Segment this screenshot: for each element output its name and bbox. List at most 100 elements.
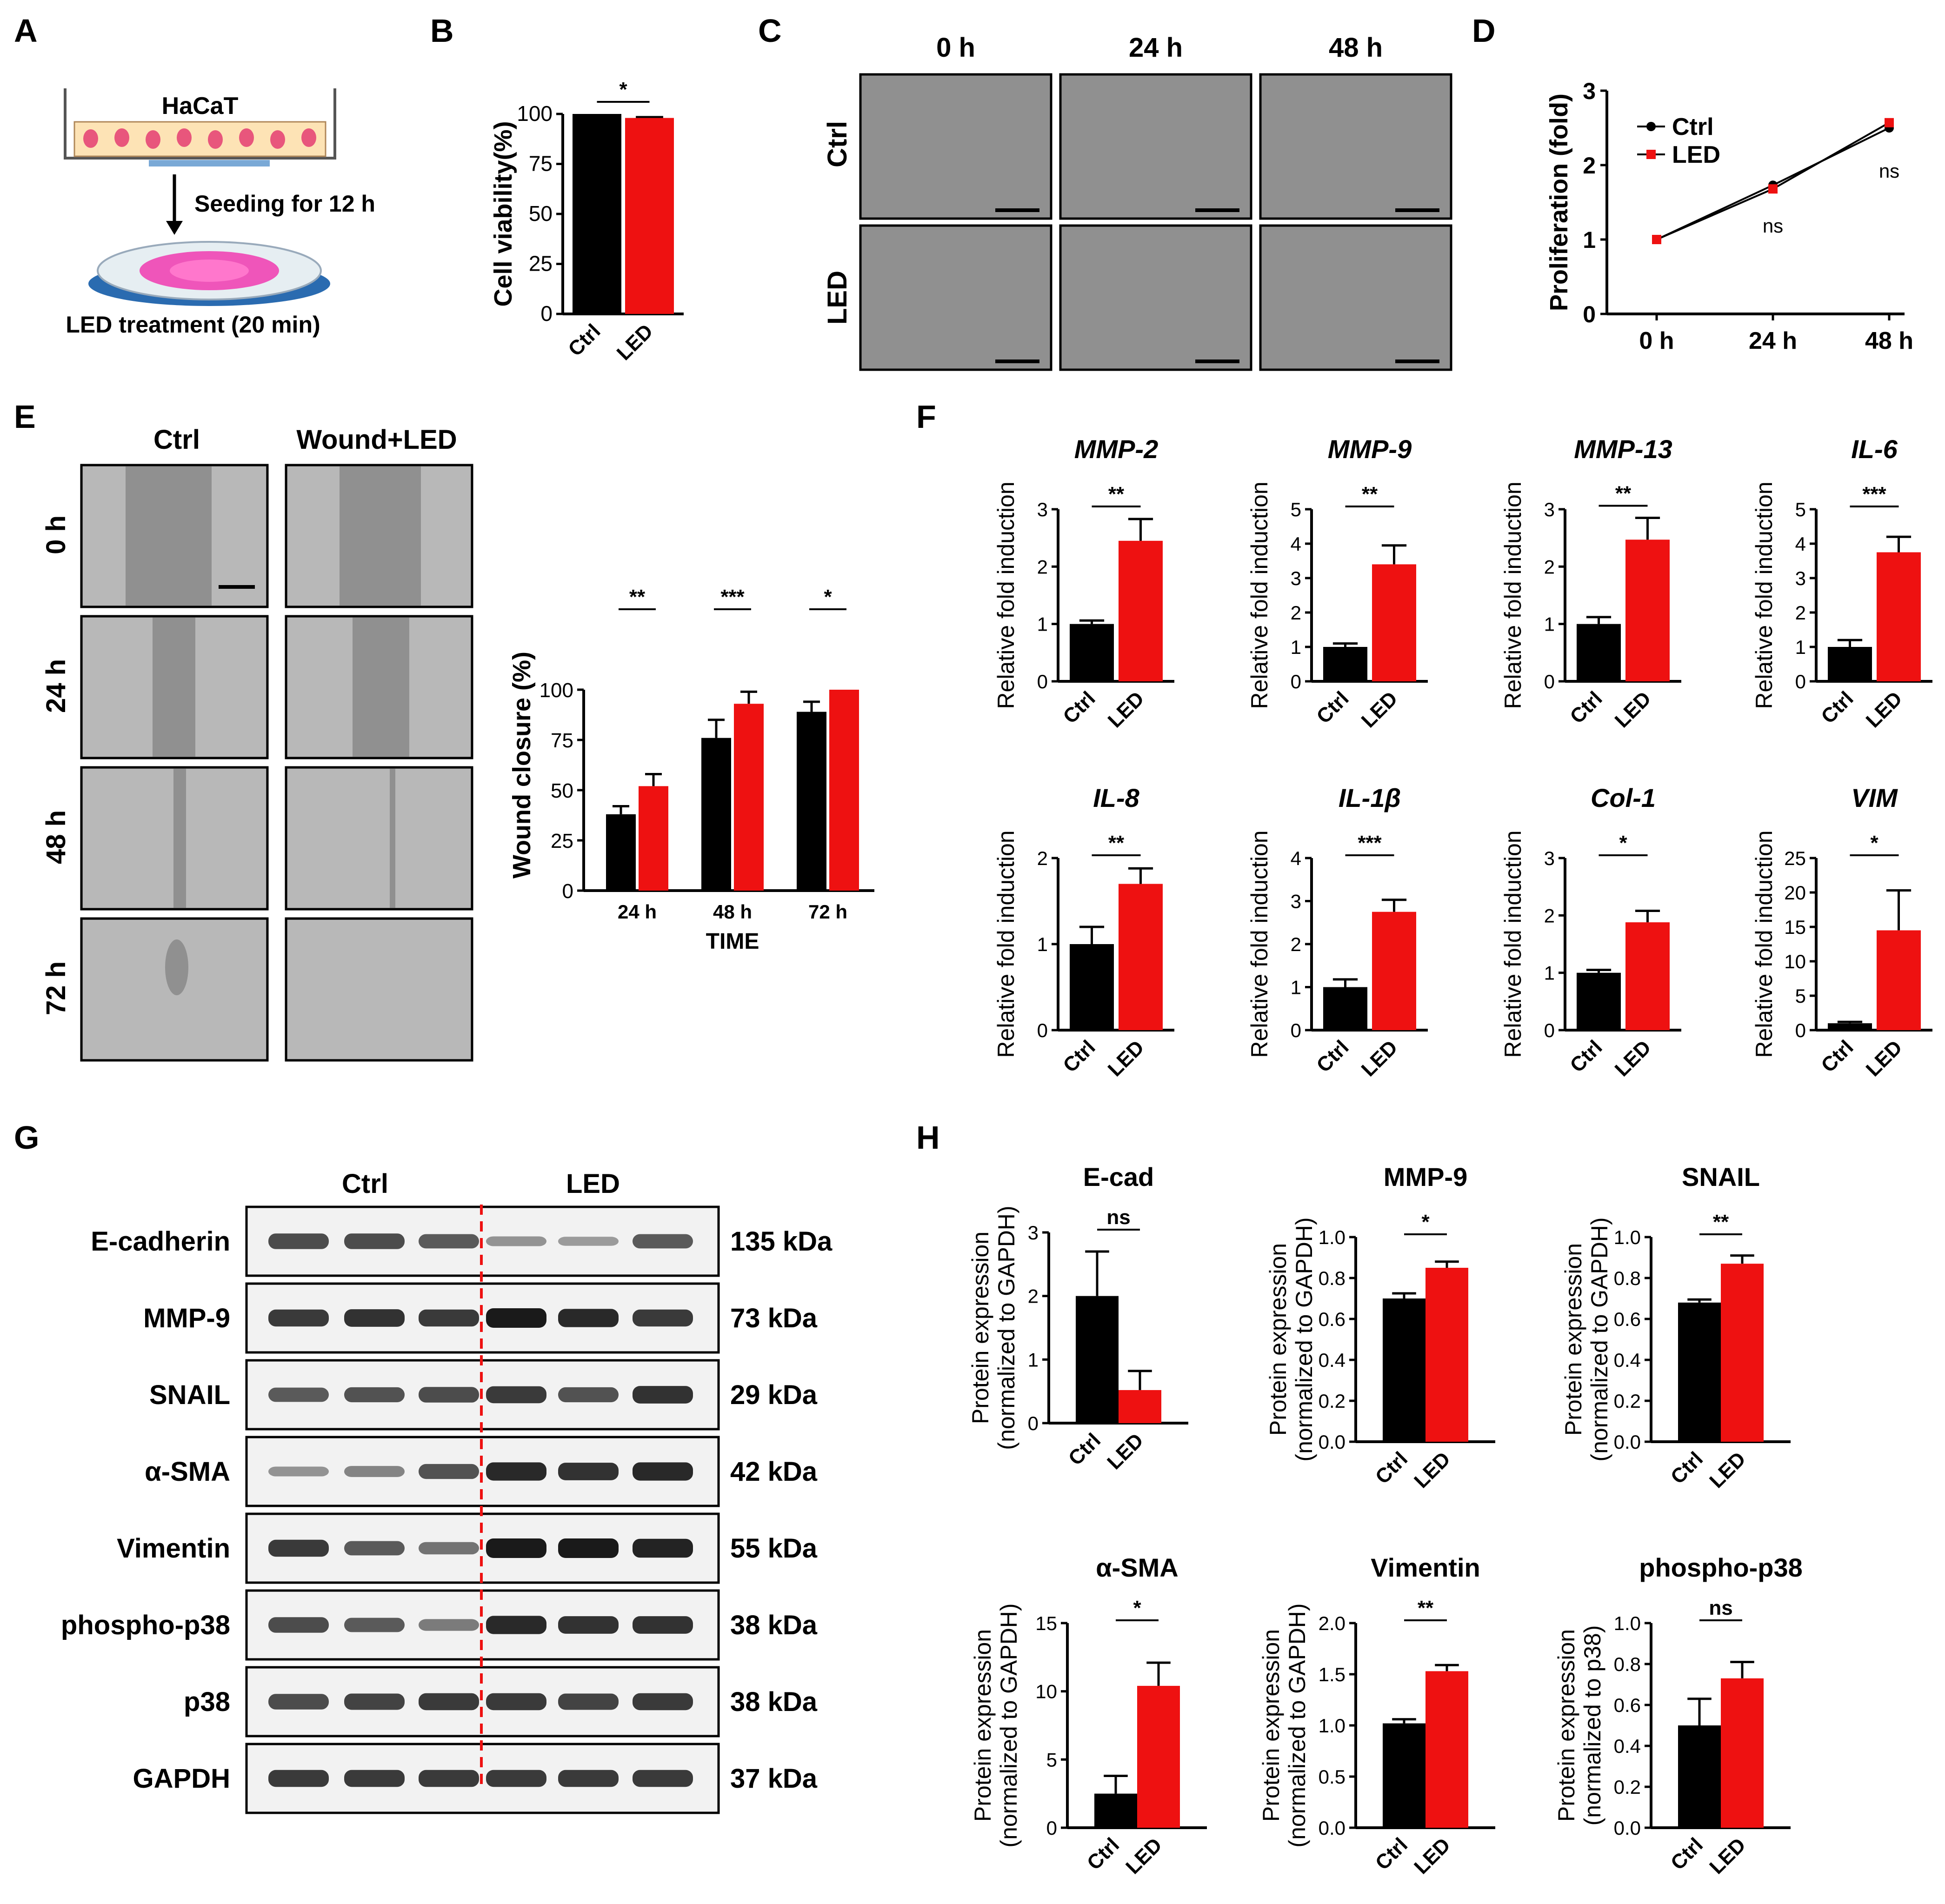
y-tick-label: 2 xyxy=(1795,602,1806,624)
panel-g-western-blot: Ctrl LED E-cadherin 135 kDa MMP-9 73 kDa SNA… xyxy=(61,1169,833,1814)
x-axis-label: TIME xyxy=(706,929,759,954)
y-tick-label: 3 xyxy=(1291,891,1301,912)
chart-f3: 0 1 2 3 Ctrl LED ** MMP-13 Relative fold inducti… xyxy=(1500,434,1681,732)
bar-ctrl xyxy=(1323,987,1367,1030)
y-axis-label: Relative fold induction xyxy=(1751,830,1777,1058)
y-tick-label: 0.6 xyxy=(1319,1308,1346,1330)
annotation-ns-48h: ns xyxy=(1879,160,1899,182)
y-tick-label: 0 xyxy=(1037,1019,1048,1041)
protein-band xyxy=(344,1466,405,1477)
x-tick-label: LED xyxy=(1611,1036,1656,1081)
chart-f2: 0 1 2 3 4 5 Ctrl LED ** MMP-9 Relative fold induct… xyxy=(1246,434,1428,732)
bar-ctrl xyxy=(1076,1296,1119,1423)
bar-led-2 xyxy=(829,690,859,891)
micrograph-led-0h xyxy=(859,224,1052,371)
panel-label-c: C xyxy=(758,13,782,49)
bar-led xyxy=(1425,1671,1468,1828)
bar-led xyxy=(1119,1390,1161,1423)
protein-band xyxy=(268,1694,329,1710)
chart-title: MMP-13 xyxy=(1574,434,1672,464)
micrograph-led-24h xyxy=(1059,224,1252,371)
y-tick-label: 0 xyxy=(1037,671,1048,692)
residual-gap-ctrl-72h xyxy=(165,939,188,995)
x-tick-label: Ctrl xyxy=(1666,1833,1707,1874)
chart-title: SNAIL xyxy=(1682,1162,1760,1192)
y-tick-label: 0.8 xyxy=(1614,1653,1641,1675)
led-light-core xyxy=(170,260,249,282)
x-tick-label: 0 h xyxy=(1639,327,1674,354)
y-tick-label: 2 xyxy=(1544,556,1555,578)
y-tick-label: 0.2 xyxy=(1614,1390,1641,1412)
chart-f4: 0 1 2 3 4 5 Ctrl LED *** IL-6 Relative fold induct… xyxy=(1751,434,1932,732)
chart-title: MMP-9 xyxy=(1384,1162,1467,1192)
e-row-header-72h: 72 h xyxy=(41,961,71,1015)
panel-e-micrographs: Ctrl Wound+LED 0 h 24 h 48 h 72 h xyxy=(41,425,473,1062)
protein-band xyxy=(344,1618,405,1632)
y-axis-label: Protein expression(normalized to GAPDH) xyxy=(1560,1217,1612,1461)
y-tick-label: 75 xyxy=(529,152,553,176)
y-axis-label: Relative fold induction xyxy=(993,830,1019,1058)
bar-ctrl xyxy=(1094,1793,1137,1828)
protein-band xyxy=(633,1616,693,1634)
x-tick-label: LED xyxy=(1357,687,1402,732)
protein-band xyxy=(558,1538,619,1558)
bar-led xyxy=(1119,884,1163,1030)
x-tick-label: LED xyxy=(1862,687,1907,732)
significance-label: * xyxy=(1619,832,1627,854)
protein-band xyxy=(344,1233,405,1249)
y-tick-label: 0.0 xyxy=(1614,1431,1641,1453)
y-axis-label: Protein expression(normalized to GAPDH) xyxy=(1258,1603,1310,1847)
y-tick-label: 2 xyxy=(1544,905,1555,926)
bar-led xyxy=(1425,1268,1468,1442)
significance-label: * xyxy=(1421,1211,1430,1233)
protein-band xyxy=(633,1386,693,1404)
protein-band xyxy=(344,1770,405,1787)
y-tick-label: 0 xyxy=(540,301,553,326)
protein-band xyxy=(486,1538,546,1558)
molecular-weight-label: 135 kDa xyxy=(730,1226,833,1257)
protein-band xyxy=(344,1309,405,1327)
x-tick-label: 72 h xyxy=(808,901,847,923)
protein-band xyxy=(268,1617,329,1633)
membrane-insert xyxy=(149,160,270,166)
y-tick-label: 5 xyxy=(1795,499,1806,520)
panel-a-schematic: HaCaT Seeding for 12 h LED treatment (20… xyxy=(64,88,375,338)
protein-band xyxy=(268,1770,329,1787)
y-axis-label: Relative fold induction xyxy=(993,481,1019,709)
bar-ctrl xyxy=(1678,1302,1721,1442)
y-tick-label: 1.0 xyxy=(1319,1226,1346,1248)
protein-band xyxy=(419,1234,479,1249)
x-tick-label: Ctrl xyxy=(1059,687,1099,728)
panel-label-e: E xyxy=(14,399,36,435)
chart-f5: 0 1 2 Ctrl LED ** IL-8 Relative fold induction xyxy=(993,783,1174,1081)
y-tick-label: 0 xyxy=(562,880,573,903)
legend-marker xyxy=(1646,150,1656,159)
y-tick-label: 25 xyxy=(551,830,573,852)
chart-title: IL-8 xyxy=(1093,783,1139,812)
y-tick-label: 0 xyxy=(1795,1019,1806,1041)
protein-band xyxy=(558,1616,619,1634)
protein-band xyxy=(633,1538,693,1558)
y-axis-label: Relative fold induction xyxy=(1500,830,1526,1058)
x-tick-label: LED xyxy=(1611,687,1656,732)
chart-title: Col-1 xyxy=(1591,783,1656,812)
y-tick-label: 0 xyxy=(1583,301,1596,327)
y-tick-label: 50 xyxy=(529,201,553,226)
g-group-label-led: LED xyxy=(566,1169,620,1199)
x-tick-label: Ctrl xyxy=(1817,1036,1858,1077)
panel-label-d: D xyxy=(1472,13,1496,49)
y-tick-label: 0.6 xyxy=(1614,1308,1641,1330)
significance-label: * xyxy=(1133,1597,1141,1619)
bar-ctrl-0 xyxy=(606,814,636,891)
static-layer: A B C D E F G H HaCaT Seedin xyxy=(14,13,1932,1878)
protein-band xyxy=(558,1387,619,1403)
x-tick-label: LED xyxy=(1705,1833,1750,1878)
micrograph-ctrl-48h xyxy=(1259,73,1452,220)
y-tick-label: 2 xyxy=(1583,153,1596,179)
bar-led xyxy=(1625,922,1670,1030)
c-col-header-24h: 24 h xyxy=(1129,33,1183,63)
y-tick-label: 25 xyxy=(529,252,553,276)
bar-led xyxy=(1877,930,1921,1030)
